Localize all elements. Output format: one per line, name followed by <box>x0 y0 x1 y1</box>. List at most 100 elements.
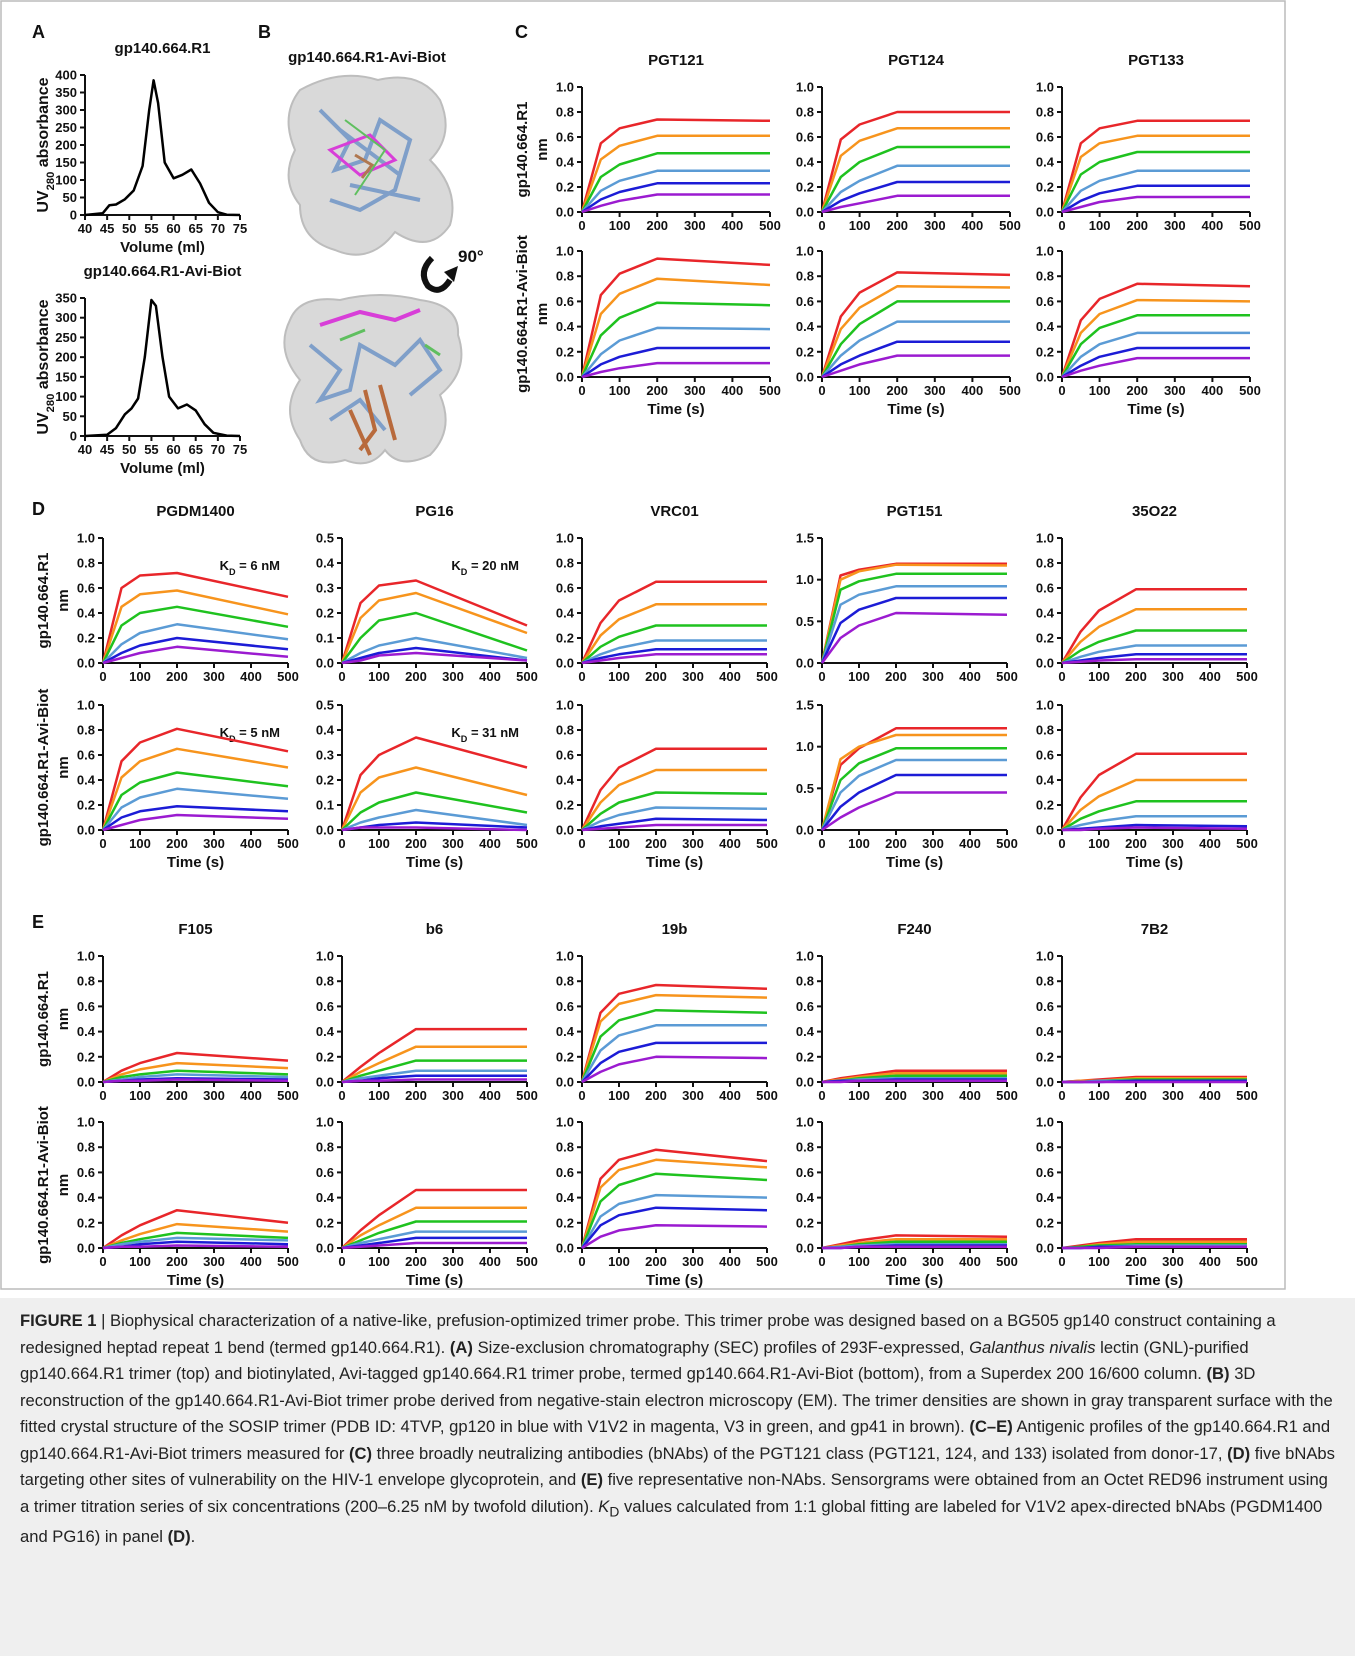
x-tick-label: 500 <box>756 669 778 684</box>
x-tick-label: 500 <box>996 669 1018 684</box>
x-tick-label: 400 <box>962 218 984 233</box>
y-tick-label: 0.8 <box>796 1140 814 1155</box>
sensorgram-curve <box>102 1222 289 1250</box>
y-tick-label: 0.4 <box>1036 319 1055 334</box>
y-tick-label: 0.8 <box>796 974 814 989</box>
panel-title: gp140.664.R1-Avi-Biot <box>84 263 242 280</box>
x-tick-label: 500 <box>277 836 299 851</box>
y-tick-label: 0.8 <box>796 105 814 120</box>
sensorgram-curve <box>340 591 528 664</box>
sensorgram-curve <box>580 993 768 1083</box>
y-tick-label: 0.3 <box>316 748 334 763</box>
x-axis-label: Time (s) <box>646 854 703 871</box>
y-tick-label: 400 <box>55 68 77 83</box>
sensorgram-curve <box>820 747 1007 831</box>
x-tick-label: 100 <box>609 218 631 233</box>
x-tick-label: 200 <box>1126 383 1148 398</box>
x-tick-label: 500 <box>1236 1088 1258 1103</box>
x-tick-label: 300 <box>442 669 464 684</box>
x-axis-label: Time (s) <box>886 1272 943 1289</box>
sensorgram-curve <box>581 1206 768 1249</box>
caption-text: (C) <box>348 1443 372 1463</box>
x-tick-label: 100 <box>1088 1254 1110 1269</box>
x-tick-label: 200 <box>1126 218 1148 233</box>
x-tick-label: 200 <box>646 218 668 233</box>
caption-text: (D) <box>167 1527 191 1547</box>
y-axis-label-part: UV <box>35 412 52 435</box>
sensorgram-curve <box>581 326 771 378</box>
y-tick-label: 0.0 <box>556 1075 574 1090</box>
kd-annotation-part: = 20 nM <box>467 558 519 573</box>
y-tick-label: 0.4 <box>796 155 815 170</box>
sensorgram-curve <box>1060 298 1251 378</box>
x-tick-label: 200 <box>166 836 188 851</box>
y-tick-label: 0.6 <box>1036 748 1054 763</box>
sensorgram-curve <box>820 572 1007 664</box>
sensorgram-curve <box>341 1027 527 1083</box>
kd-annotation: KD = 6 nM <box>220 558 280 577</box>
x-tick-label: 0 <box>1058 218 1065 233</box>
x-tick-label: 300 <box>1164 218 1186 233</box>
sensorgram-curve <box>820 596 1007 664</box>
x-tick-label: 300 <box>1162 1088 1184 1103</box>
y-tick-label: 0.4 <box>556 606 575 621</box>
sensorgram-curve <box>1060 134 1250 213</box>
sensorgram-curve <box>102 787 289 831</box>
sensorgram-curve <box>102 1061 289 1084</box>
sensorgram-curve <box>580 1024 767 1083</box>
sensorgram-curve <box>820 285 1011 378</box>
caption-text: (D) <box>1227 1443 1251 1463</box>
x-tick-label: 60 <box>166 221 180 236</box>
sensorgram-curve <box>581 817 768 832</box>
x-tick-label: 0 <box>818 1254 825 1269</box>
caption-text: five representative non-NAbs. Sensorgram… <box>20 1470 1328 1516</box>
x-tick-label: 0 <box>818 1088 825 1103</box>
sensorgram-curve <box>1061 184 1250 214</box>
caption-text: K <box>598 1496 610 1516</box>
sensorgram-curve <box>102 813 289 832</box>
caption-text: FIGURE 1 <box>20 1311 97 1330</box>
x-tick-label: 70 <box>211 221 225 236</box>
y-tick-label: 0.4 <box>796 319 815 334</box>
y-tick-label: 0.8 <box>77 1140 95 1155</box>
x-axis-label: Volume (ml) <box>120 460 205 477</box>
panel-title: PGT151 <box>887 503 943 520</box>
y-tick-label: 0.8 <box>316 974 334 989</box>
y-tick-label: 1.0 <box>77 1115 95 1130</box>
sec-trace <box>84 79 241 217</box>
sensorgram-curve <box>340 766 528 831</box>
y-tick-label: 0.8 <box>77 556 95 571</box>
sensorgram-curve <box>581 653 767 665</box>
sensorgram-curve <box>580 257 771 378</box>
sensorgram-curve <box>1061 195 1250 214</box>
y-axis-label: nm <box>534 303 551 326</box>
y-axis-label: gp140.664.R1 <box>514 102 531 198</box>
x-tick-label: 100 <box>1089 218 1111 233</box>
y-tick-label: 0.2 <box>1036 631 1054 646</box>
x-tick-label: 200 <box>405 1088 427 1103</box>
caption-text: . <box>190 1527 196 1547</box>
x-tick-label: 100 <box>129 669 151 684</box>
em-density-side <box>283 294 463 465</box>
sensorgram-curve <box>101 727 289 831</box>
y-axis-label: gp140.664.R1-Avi-Biot <box>514 235 531 393</box>
kd-annotation-part: K <box>451 558 461 573</box>
sensorgram-curve <box>341 636 528 665</box>
y-tick-label: 0.4 <box>796 1024 815 1039</box>
y-tick-label: 0.6 <box>1036 294 1054 309</box>
kd-annotation-part: K <box>451 725 461 740</box>
x-axis-label: Time (s) <box>167 1272 224 1289</box>
sensorgram-curve <box>580 747 767 831</box>
sensorgram-curve <box>341 646 528 665</box>
y-tick-label: 0.8 <box>556 1140 574 1155</box>
sensorgram-curve <box>581 169 770 213</box>
x-tick-label: 200 <box>885 1088 907 1103</box>
y-tick-label: 0.6 <box>1036 581 1054 596</box>
x-axis-label: Time (s) <box>1126 854 1183 871</box>
x-tick-label: 100 <box>1088 1088 1110 1103</box>
caption-text: Galanthus nivalis <box>969 1337 1096 1357</box>
x-tick-label: 0 <box>818 836 825 851</box>
x-tick-label: 500 <box>759 218 781 233</box>
x-tick-label: 300 <box>682 836 704 851</box>
y-tick-label: 0.0 <box>796 1241 814 1256</box>
